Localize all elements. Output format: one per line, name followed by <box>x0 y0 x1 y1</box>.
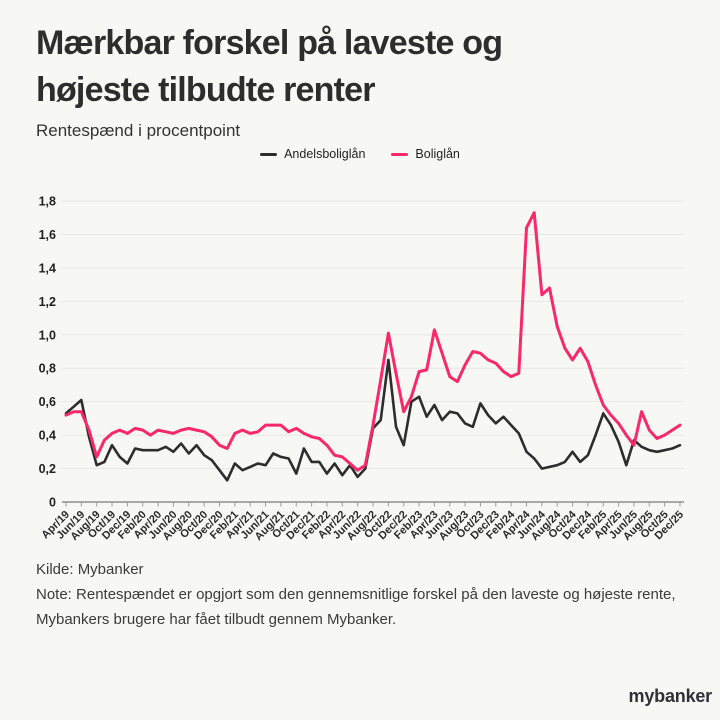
note-line-2: Mybankers brugere har fået tilbudt genne… <box>36 611 397 628</box>
note-line-1: Note: Rentespændet er opgjort som den ge… <box>36 586 676 603</box>
page-title: Mærkbar forskel på laveste og højeste ti… <box>36 20 503 114</box>
y-tick-label: 1,4 <box>39 261 56 275</box>
y-tick-label: 0,2 <box>39 462 56 476</box>
boliglaan-line <box>64 211 682 472</box>
footnote: Kilde: Mybanker Note: Rentespændet er op… <box>36 557 676 632</box>
y-tick-label: 1,6 <box>39 228 56 242</box>
y-tick-label: 0,4 <box>39 429 56 443</box>
legend-label-andelsboliglaan: Andelsboliglån <box>284 147 366 161</box>
page-title-line-1: Mærkbar forskel på laveste og <box>36 24 503 62</box>
legend-label-boliglaan: Boliglån <box>415 147 460 161</box>
legend-item-boliglaan: Boliglån <box>391 147 460 161</box>
y-tick-label: 0 <box>49 496 56 510</box>
legend-dash-icon <box>260 152 278 156</box>
page-title-line-2: højeste tilbudte renter <box>36 71 375 109</box>
y-tick-label: 1,0 <box>39 328 56 342</box>
chart-subtitle: Rentespænd i procentpoint <box>36 121 241 140</box>
source-text: Kilde: Mybanker <box>36 561 144 578</box>
chart-legend: Andelsboliglån Boliglån <box>0 147 720 161</box>
mybanker-logo: mybanker <box>628 686 713 706</box>
line-chart: 00,20,40,60,81,01,21,41,61,8Apr/19Jun/19… <box>39 195 687 544</box>
y-tick-label: 1,8 <box>39 195 56 209</box>
legend-item-andelsboliglaan: Andelsboliglån <box>260 147 365 161</box>
legend-dash-icon <box>391 152 409 156</box>
y-tick-label: 0,8 <box>39 362 56 376</box>
y-tick-label: 0,6 <box>39 395 56 409</box>
y-tick-label: 1,2 <box>39 295 56 309</box>
